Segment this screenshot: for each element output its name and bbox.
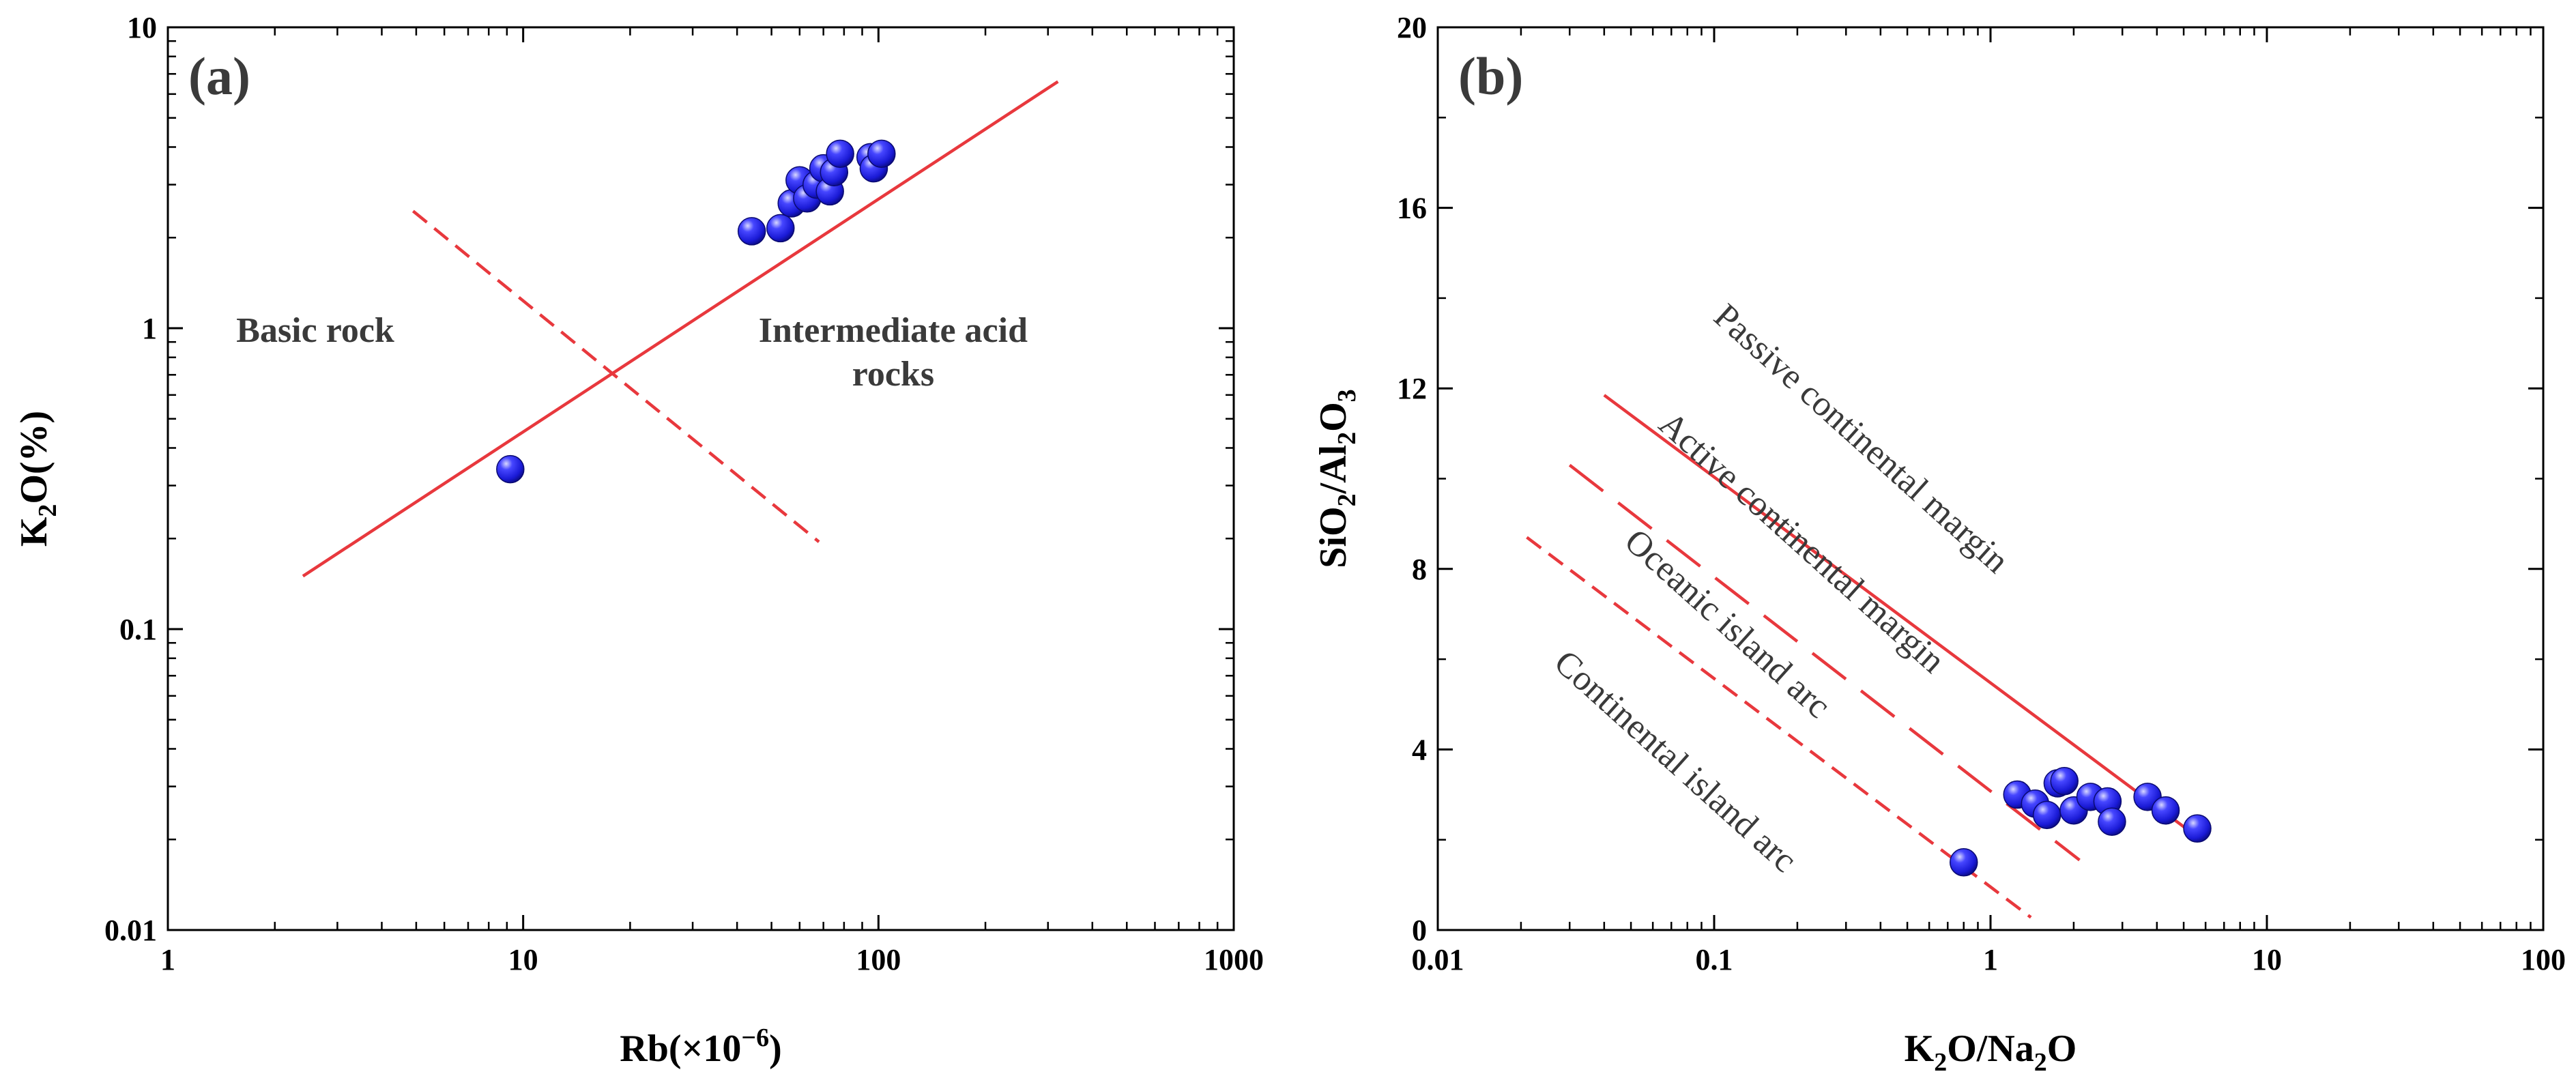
boundary-solid xyxy=(302,80,1059,578)
data-point xyxy=(766,214,795,243)
data-point xyxy=(2098,807,2126,836)
chart-panel-a: 1 10 100 1000 0.01 0.1 1 10 (a) Basic rock Interme… xyxy=(13,11,1264,1070)
x-tick-label: 10 xyxy=(2252,943,2282,976)
y-tick-label: 0.01 xyxy=(104,914,157,947)
x-tick-label: 0.01 xyxy=(1412,943,1464,976)
y-axis-label: SiO2/Al2O3 xyxy=(1312,389,1361,568)
y-tick-label: 4 xyxy=(1412,733,1427,766)
y-tick-label: 10 xyxy=(127,11,157,44)
plot-frame xyxy=(1436,26,2545,931)
x-axis-label: K2O/Na2O xyxy=(1905,1028,2077,1077)
y-tick-label: 8 xyxy=(1412,553,1427,586)
region-intermediate-acid: Intermediate acid rocks xyxy=(759,311,1028,394)
y-tick-label: 1 xyxy=(142,312,157,345)
x-tick-label: 1 xyxy=(1983,943,1998,976)
x-tick-label: 1 xyxy=(160,943,175,976)
label-active-margin: Active continental margin xyxy=(1651,405,1952,681)
data-point xyxy=(1950,848,1978,877)
active-margin-line xyxy=(1568,463,2081,862)
x-axis-label: Rb(×10−6) xyxy=(620,1023,781,1070)
boundary-dashed xyxy=(411,209,820,543)
data-point xyxy=(2183,814,2212,843)
data-point xyxy=(2050,766,2079,796)
plot-frame xyxy=(167,26,1235,931)
panel-label: (a) xyxy=(188,46,250,106)
x-tick-label: 1000 xyxy=(1204,943,1264,976)
x-tick-label: 10 xyxy=(508,943,538,976)
y-axis-label: K2O(%) xyxy=(13,411,62,547)
data-point xyxy=(867,139,896,169)
x-tick-label: 0.1 xyxy=(1696,943,1733,976)
data-point xyxy=(826,139,854,169)
chart-panel-b: 0.01 0.1 1 10 100 0 4 8 12 16 20 (b) Passive contine… xyxy=(1312,11,2566,1077)
panel-label: (b) xyxy=(1458,46,1523,106)
y-tick-label: 12 xyxy=(1397,372,1427,405)
passive-margin-line xyxy=(1603,394,2197,837)
data-point xyxy=(737,217,766,246)
data-point xyxy=(2151,796,2180,825)
y-tick-label: 0.1 xyxy=(119,613,157,646)
y-tick-label: 0 xyxy=(1412,914,1427,947)
data-point xyxy=(496,454,525,484)
data-point xyxy=(2032,800,2061,830)
y-tick-label: 16 xyxy=(1397,192,1427,225)
oceanic-arc-line xyxy=(1526,536,2032,919)
label-passive-margin: Passive continental margin xyxy=(1707,297,2016,581)
region-basic-rock: Basic rock xyxy=(236,311,394,350)
x-tick-label: 100 xyxy=(2521,943,2566,976)
x-tick-label: 100 xyxy=(856,943,901,976)
y-tick-label: 20 xyxy=(1397,11,1427,44)
